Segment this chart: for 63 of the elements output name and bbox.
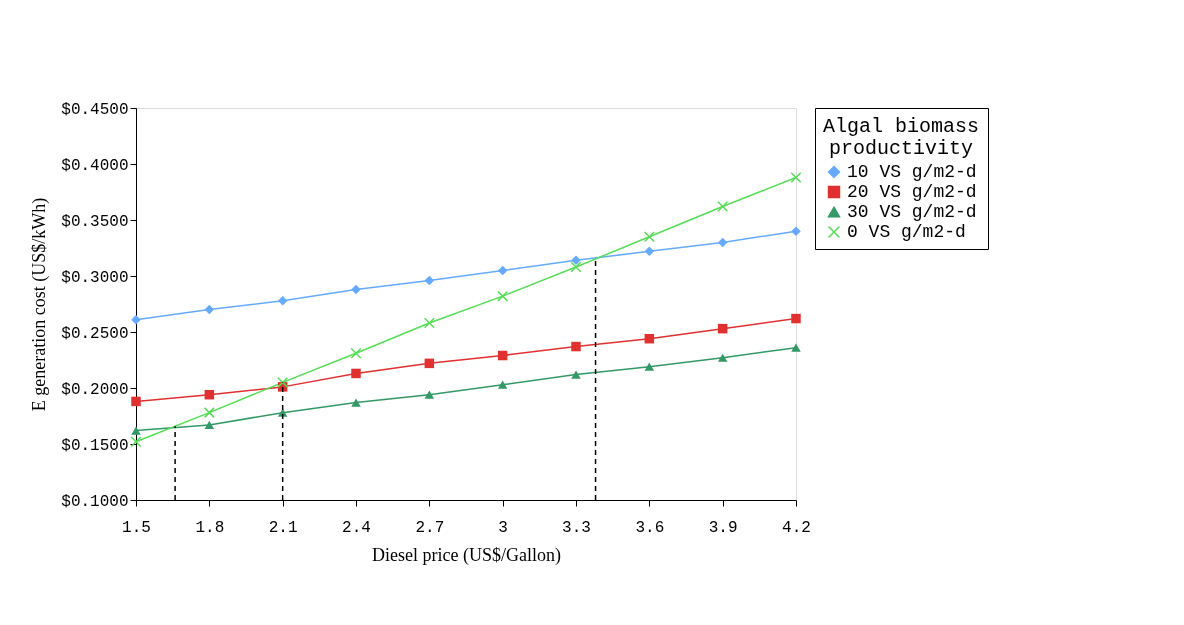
x-tick-label: 1.5 (122, 518, 151, 537)
point (277, 376, 289, 388)
x-tick-label: 3.6 (635, 518, 665, 537)
point (351, 368, 361, 379)
point (571, 255, 581, 266)
point (204, 420, 215, 430)
x-tick-label: 1.8 (195, 518, 225, 537)
legend-label: 20 VS g/m2-d (847, 182, 977, 202)
point (424, 358, 435, 369)
y-tick-label: $0.2500 (61, 324, 129, 343)
point (497, 380, 508, 389)
point (571, 370, 581, 379)
point (424, 390, 435, 399)
y-tick-label: $0.1500 (61, 436, 129, 455)
legend-label: 30 VS g/m2-d (847, 202, 977, 222)
point (717, 237, 728, 248)
x-tick-label: 3 (498, 518, 508, 537)
point (204, 389, 215, 400)
point (717, 353, 728, 362)
point (131, 396, 141, 407)
y-tick-label: $0.1000 (61, 492, 129, 511)
point (497, 350, 508, 361)
x-tick-label: 2.4 (342, 518, 371, 537)
point (717, 201, 729, 213)
point (351, 398, 361, 407)
point (570, 261, 582, 273)
point (791, 343, 801, 352)
x-axis-title: Diesel price (US$/Gallon) (372, 544, 561, 566)
y-tick-label: $0.4500 (61, 100, 129, 119)
legend-label: 0 VS g/m2-d (847, 222, 966, 242)
x-tick-label: 3.3 (562, 518, 591, 537)
y-tick-label: $0.3000 (61, 268, 129, 287)
point (424, 275, 435, 286)
point (204, 304, 215, 315)
point (203, 407, 215, 419)
y-tick-label: $0.3500 (61, 212, 129, 231)
x-tick-label: 2.1 (268, 518, 298, 537)
point (643, 231, 655, 243)
point (131, 314, 141, 325)
point (790, 171, 802, 183)
point (131, 426, 141, 435)
point (497, 290, 509, 302)
point (644, 362, 655, 371)
point (277, 408, 288, 417)
x-tick-label: 4.2 (782, 518, 811, 537)
y-tick-label: $0.4000 (61, 156, 129, 175)
y-tick-label: $0.2000 (61, 380, 129, 399)
y-axis-title: E generation cost (US$/kWh) (29, 197, 51, 412)
point (644, 333, 655, 344)
x-tick-label: 2.7 (415, 518, 445, 537)
point (644, 246, 655, 257)
point (717, 323, 728, 334)
point (497, 265, 508, 276)
legend-label: 10 VS g/m2-d (847, 162, 977, 182)
point (423, 317, 435, 329)
point (130, 436, 142, 448)
point (571, 341, 581, 352)
point (277, 295, 288, 306)
point (351, 284, 361, 295)
point (350, 347, 362, 359)
legend-title: Algal biomass productivity (822, 115, 980, 160)
x-tick-label: 3.9 (708, 518, 738, 537)
point (791, 313, 801, 324)
